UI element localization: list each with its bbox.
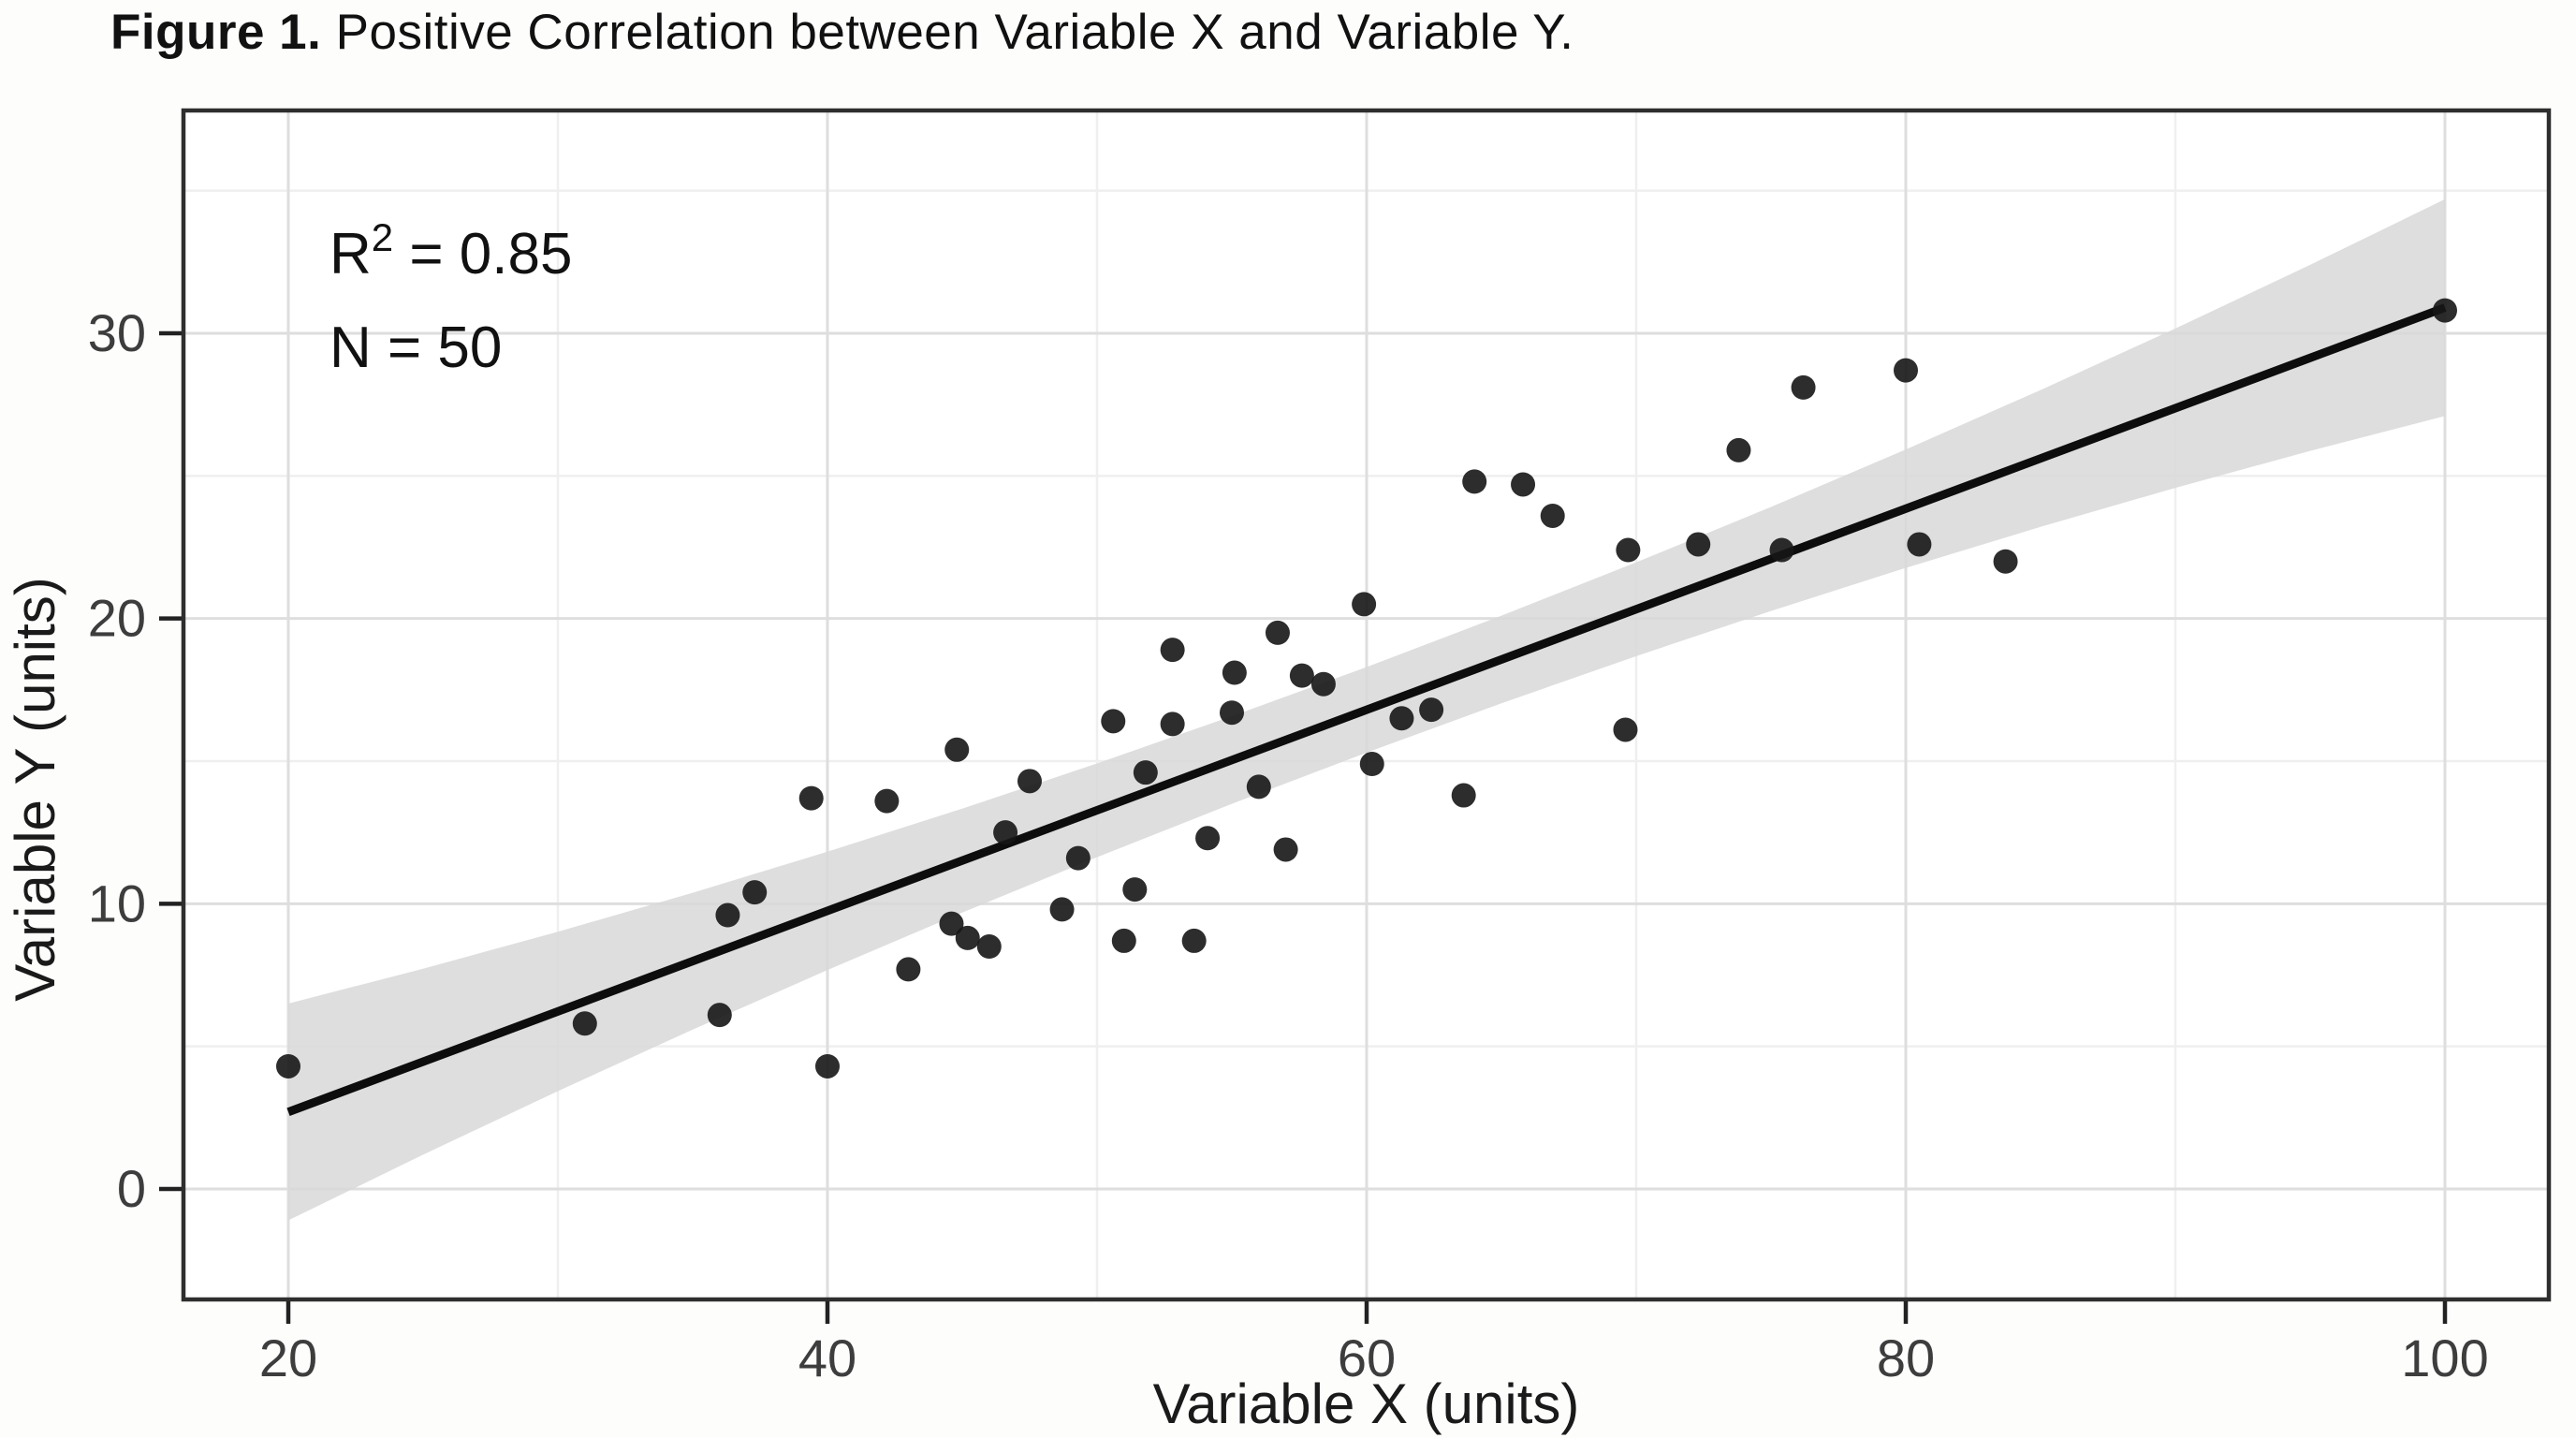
- data-point: [2433, 298, 2457, 323]
- data-point: [742, 880, 768, 905]
- data-point: [798, 785, 824, 811]
- data-point: [1511, 472, 1536, 497]
- data-point: [944, 737, 970, 762]
- data-point: [276, 1053, 300, 1078]
- data-point: [1160, 712, 1185, 737]
- data-point: [993, 820, 1018, 845]
- data-point: [1359, 752, 1384, 777]
- x-tick-label: 20: [259, 1328, 317, 1387]
- data-point: [572, 1011, 597, 1036]
- data-point: [1246, 774, 1271, 800]
- y-tick-label: 30: [88, 303, 146, 362]
- data-point: [1133, 760, 1158, 785]
- data-point: [1265, 620, 1290, 645]
- data-point: [707, 1003, 732, 1028]
- y-axis-title: Variable Y (units): [4, 577, 66, 1002]
- data-point: [1769, 537, 1794, 563]
- data-point: [1389, 706, 1414, 731]
- data-point: [1160, 638, 1185, 663]
- data-point: [939, 911, 964, 936]
- x-tick-label: 40: [798, 1328, 856, 1387]
- x-tick-label: 60: [1338, 1328, 1396, 1387]
- data-point: [1613, 717, 1638, 742]
- data-point: [1065, 845, 1090, 871]
- regression-line: [286, 303, 2447, 1116]
- n-annotation: N = 50: [329, 315, 502, 380]
- y-tick-label: 20: [88, 589, 146, 648]
- data-point: [1616, 537, 1641, 563]
- data-point: [1686, 532, 1711, 557]
- panel-border: [181, 108, 2552, 1302]
- data-point: [1894, 358, 1918, 383]
- data-point: [896, 957, 921, 982]
- data-point: [1049, 897, 1075, 922]
- data-point: [1122, 877, 1148, 902]
- data-point: [874, 788, 900, 814]
- x-tick-label: 100: [2401, 1328, 2488, 1387]
- data-point: [1352, 592, 1377, 617]
- data-point: [955, 925, 980, 950]
- y-tick-label: 0: [117, 1159, 146, 1218]
- data-point: [1195, 826, 1221, 851]
- data-point: [1907, 532, 1932, 557]
- data-point: [1791, 374, 1816, 400]
- r-squared-annotation: R2 = 0.85: [329, 215, 572, 286]
- data-point: [1726, 437, 1751, 462]
- figure-title-prefix: Figure 1.: [110, 5, 322, 60]
- data-point: [1101, 709, 1126, 734]
- data-point: [1310, 671, 1336, 697]
- data-point: [1419, 697, 1444, 723]
- x-tick-label: 80: [1877, 1328, 1935, 1387]
- data-point: [1181, 928, 1207, 953]
- data-point: [1273, 837, 1298, 862]
- y-tick-label: 10: [88, 873, 146, 932]
- figure-title-text: Positive Correlation between Variable X …: [321, 5, 1574, 60]
- data-point: [1111, 928, 1136, 953]
- data-point: [1220, 700, 1244, 726]
- data-point: [715, 902, 740, 928]
- data-point: [1289, 663, 1314, 688]
- data-point: [1222, 660, 1247, 685]
- figure-title: Figure 1. Positive Correlation between V…: [110, 4, 1573, 61]
- data-point: [1462, 469, 1487, 494]
- x-axis-title: Variable X (units): [1153, 1372, 1580, 1435]
- data-point: [976, 934, 1002, 960]
- data-point: [1540, 503, 1565, 528]
- data-point: [1017, 769, 1042, 794]
- data-point: [1451, 783, 1476, 808]
- data-point: [815, 1053, 840, 1078]
- data-point: [1993, 549, 2018, 574]
